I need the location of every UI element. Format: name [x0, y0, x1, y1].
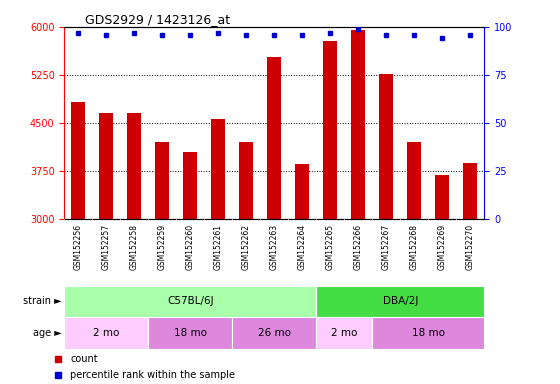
Bar	[128, 113, 141, 384]
Text: 18 mo: 18 mo	[412, 328, 445, 338]
Bar	[316, 286, 484, 317]
Text: GSM152270: GSM152270	[466, 224, 475, 270]
Bar	[212, 119, 225, 384]
Text: GSM152265: GSM152265	[326, 224, 335, 270]
Text: GDS2929 / 1423126_at: GDS2929 / 1423126_at	[85, 13, 231, 26]
Text: 26 mo: 26 mo	[258, 328, 291, 338]
Bar	[352, 30, 365, 384]
Text: GSM152262: GSM152262	[242, 224, 251, 270]
Bar	[380, 74, 393, 384]
Bar	[184, 152, 197, 384]
Bar	[240, 142, 253, 384]
Text: GSM152268: GSM152268	[410, 224, 419, 270]
Bar	[156, 142, 169, 384]
Bar	[64, 317, 148, 349]
Bar	[72, 103, 85, 384]
Bar	[148, 317, 232, 349]
Bar	[64, 286, 316, 317]
Text: age ►: age ►	[33, 328, 62, 338]
Bar	[267, 57, 281, 384]
Bar	[463, 163, 477, 384]
Text: GSM152264: GSM152264	[298, 224, 307, 270]
Bar	[316, 317, 372, 349]
Bar	[232, 317, 316, 349]
Text: C57BL/6J: C57BL/6J	[167, 296, 214, 306]
Text: GSM152267: GSM152267	[382, 224, 391, 270]
Text: GSM152261: GSM152261	[214, 224, 223, 270]
Text: GSM152269: GSM152269	[438, 224, 447, 270]
Bar	[100, 113, 113, 384]
Text: GSM152263: GSM152263	[270, 224, 279, 270]
Text: GSM152257: GSM152257	[102, 224, 111, 270]
Bar	[436, 175, 449, 384]
Bar	[372, 317, 484, 349]
Text: GSM152266: GSM152266	[354, 224, 363, 270]
Text: GSM152256: GSM152256	[74, 224, 83, 270]
Bar	[296, 164, 309, 384]
Bar	[407, 142, 421, 384]
Text: strain ►: strain ►	[23, 296, 62, 306]
Text: 18 mo: 18 mo	[174, 328, 207, 338]
Text: GSM152258: GSM152258	[130, 224, 139, 270]
Text: count: count	[71, 354, 98, 364]
Text: 2 mo: 2 mo	[331, 328, 358, 338]
Text: DBA/2J: DBA/2J	[382, 296, 418, 306]
Text: 2 mo: 2 mo	[93, 328, 120, 338]
Bar	[323, 41, 337, 384]
Text: GSM152259: GSM152259	[158, 224, 167, 270]
Text: GSM152260: GSM152260	[186, 224, 195, 270]
Text: percentile rank within the sample: percentile rank within the sample	[71, 370, 235, 381]
